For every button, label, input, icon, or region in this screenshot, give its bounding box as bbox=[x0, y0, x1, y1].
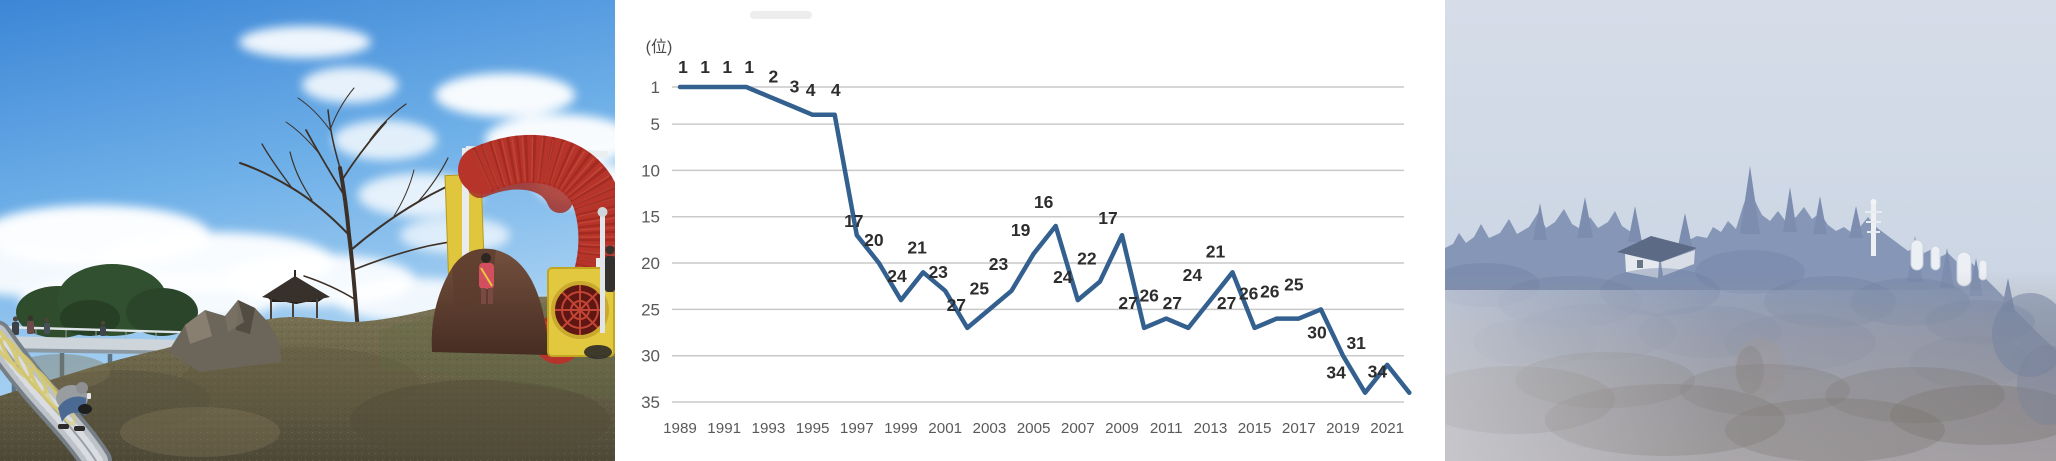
chart-background bbox=[615, 0, 1445, 461]
data-label: 4 bbox=[806, 80, 816, 100]
y-tick-label: 35 bbox=[641, 393, 660, 412]
data-label: 22 bbox=[1077, 249, 1097, 269]
data-label: 25 bbox=[970, 278, 990, 298]
data-label: 19 bbox=[1011, 220, 1031, 240]
summit-mast bbox=[1865, 199, 1882, 256]
x-tick-label: 2021 bbox=[1370, 420, 1404, 437]
data-label: 30 bbox=[1307, 323, 1327, 343]
x-tick-label: 1989 bbox=[663, 420, 697, 437]
data-label: 21 bbox=[1206, 241, 1226, 261]
ranking-chart-panel: 1 5 10 15 20 25 30 35 (位) 1989 1991 1993 1995 1997 199… bbox=[615, 0, 1445, 461]
x-tick-label: 2017 bbox=[1282, 420, 1316, 437]
playground-photo bbox=[0, 0, 615, 461]
data-label: 17 bbox=[844, 211, 863, 231]
x-tick-label: 2011 bbox=[1150, 420, 1183, 437]
crouching-person bbox=[56, 382, 92, 431]
data-label: 26 bbox=[1260, 282, 1280, 302]
data-label: 3 bbox=[790, 77, 800, 97]
data-label: 27 bbox=[1163, 293, 1182, 313]
data-label: 31 bbox=[1346, 333, 1366, 353]
x-tick-label: 2003 bbox=[973, 420, 1007, 437]
data-label: 20 bbox=[864, 230, 884, 250]
child-figure bbox=[479, 253, 494, 304]
data-label: 34 bbox=[1368, 362, 1388, 382]
y-tick-label: 5 bbox=[651, 115, 660, 134]
y-tick-label: 25 bbox=[641, 300, 660, 319]
y-tick-label: 10 bbox=[641, 161, 660, 180]
y-tick-label: 15 bbox=[641, 208, 660, 227]
data-label: 34 bbox=[1326, 363, 1346, 383]
data-label: 1 bbox=[700, 57, 710, 77]
data-label: 1 bbox=[722, 57, 732, 77]
playground-photo-svg bbox=[0, 0, 615, 461]
chart-grid bbox=[672, 86, 1404, 403]
data-label: 2 bbox=[769, 66, 779, 86]
data-label: 23 bbox=[928, 262, 948, 282]
data-label: 1 bbox=[678, 57, 688, 77]
x-tick-label: 1999 bbox=[884, 420, 918, 437]
data-label: 1 bbox=[744, 57, 754, 77]
data-label: 21 bbox=[907, 237, 927, 257]
rock-outcrop bbox=[168, 300, 282, 372]
x-tick-label: 2013 bbox=[1194, 420, 1228, 437]
x-tick-label: 1993 bbox=[752, 420, 786, 437]
data-label: 27 bbox=[947, 295, 966, 315]
data-label: 16 bbox=[1034, 192, 1054, 212]
data-label: 27 bbox=[1217, 293, 1236, 313]
data-label: 25 bbox=[1284, 274, 1304, 294]
bare-tree bbox=[239, 87, 475, 334]
y-tick-label: 20 bbox=[641, 254, 660, 273]
data-label: 27 bbox=[1118, 293, 1137, 313]
x-tick-label: 2009 bbox=[1105, 420, 1139, 437]
gazebo bbox=[262, 270, 330, 321]
data-label: 17 bbox=[1098, 208, 1117, 228]
spiral-net-climber bbox=[431, 134, 615, 364]
y-tick-label: 1 bbox=[651, 78, 660, 97]
data-label: 24 bbox=[887, 266, 907, 286]
side-pole-and-figure bbox=[584, 207, 615, 359]
x-tick-label: 1991 bbox=[707, 420, 741, 437]
x-tick-label: 1995 bbox=[796, 420, 830, 437]
ranking-line bbox=[677, 84, 1412, 395]
x-tick-label: 2007 bbox=[1061, 420, 1095, 437]
y-tick-label: 30 bbox=[641, 347, 660, 366]
yellow-ring-panel bbox=[547, 267, 615, 357]
data-label: 26 bbox=[1239, 284, 1259, 304]
x-tick-label: 2019 bbox=[1326, 420, 1360, 437]
mountain-photo-svg bbox=[1445, 0, 2056, 461]
data-label: 24 bbox=[1053, 267, 1073, 287]
y-axis-unit-label: (位) bbox=[646, 38, 673, 56]
data-label: 26 bbox=[1139, 286, 1159, 306]
chart-series bbox=[677, 84, 1412, 395]
x-tick-label: 2001 bbox=[928, 420, 962, 437]
data-label: 4 bbox=[831, 80, 841, 100]
mountain-photo bbox=[1445, 0, 2056, 461]
x-tick-label: 2005 bbox=[1017, 420, 1051, 437]
faint-artifact bbox=[750, 11, 812, 19]
x-tick-label: 1997 bbox=[840, 420, 874, 437]
data-label: 23 bbox=[989, 254, 1009, 274]
x-tick-label: 2015 bbox=[1238, 420, 1272, 437]
haze-overlay bbox=[1445, 290, 2056, 461]
data-label: 24 bbox=[1183, 265, 1203, 285]
walkway-people bbox=[12, 315, 106, 336]
